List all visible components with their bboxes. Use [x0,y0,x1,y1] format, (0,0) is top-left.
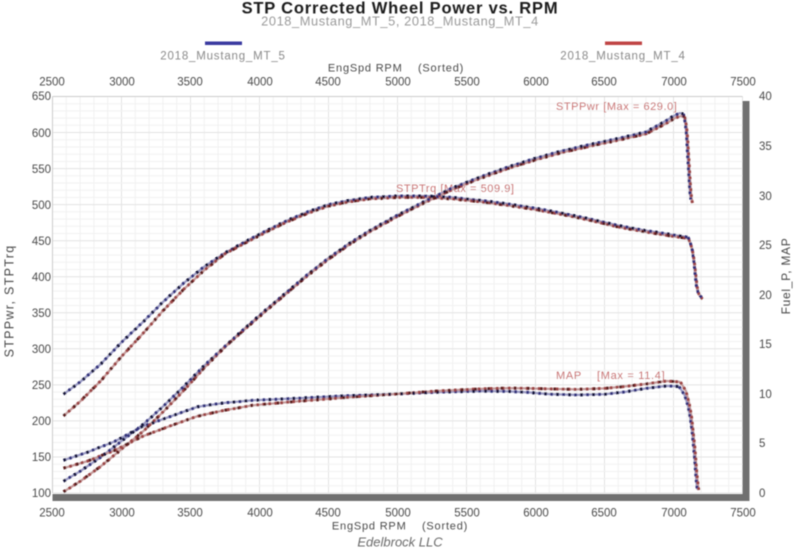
svg-text:500: 500 [32,200,51,212]
svg-text:4000: 4000 [247,77,273,89]
svg-text:4500: 4500 [315,508,341,520]
svg-text:400: 400 [32,272,51,284]
svg-text:4500: 4500 [315,77,341,89]
svg-text:Edelbrock LLC: Edelbrock LLC [357,535,443,550]
svg-text:300: 300 [32,344,51,356]
svg-text:6000: 6000 [523,77,549,89]
svg-text:30: 30 [759,191,772,203]
svg-text:450: 450 [32,236,51,248]
svg-text:250: 250 [32,380,51,392]
svg-text:STP Corrected Wheel Power vs.: STP Corrected Wheel Power vs. RPM [242,0,559,18]
svg-text:100: 100 [32,488,51,500]
svg-text:7000: 7000 [661,508,687,520]
svg-text:40: 40 [759,91,772,103]
svg-text:5500: 5500 [454,508,480,520]
svg-text:2500: 2500 [39,508,65,520]
svg-text:550: 550 [32,164,51,176]
svg-text:3500: 3500 [177,77,203,89]
svg-text:3000: 3000 [109,77,135,89]
svg-text:EngSpd RPM (Sorted): EngSpd RPM (Sorted) [332,521,468,533]
svg-text:2500: 2500 [39,77,65,89]
svg-text:STPPwr, STPTrq: STPPwr, STPTrq [3,245,17,358]
svg-text:650: 650 [32,91,51,103]
svg-text:4000: 4000 [247,508,273,520]
svg-text:3000: 3000 [109,508,135,520]
svg-text:Fuel_P, MAP: Fuel_P, MAP [779,238,793,315]
svg-text:20: 20 [759,290,772,302]
svg-text:STPPwr [Max = 629.0]: STPPwr [Max = 629.0] [556,101,677,113]
svg-text:25: 25 [759,240,772,252]
svg-text:6500: 6500 [591,508,617,520]
svg-text:150: 150 [32,452,51,464]
svg-text:2018_Mustang_MT_5, 2018_Mustan: 2018_Mustang_MT_5, 2018_Mustang_MT_4 [261,14,539,29]
svg-text:350: 350 [32,308,51,320]
svg-text:6000: 6000 [523,508,549,520]
svg-text:35: 35 [759,141,772,153]
svg-text:3500: 3500 [177,508,203,520]
svg-text:7500: 7500 [730,77,756,89]
svg-text:5500: 5500 [454,77,480,89]
svg-text:6500: 6500 [591,77,617,89]
svg-text:2018_Mustang_MT_4: 2018_Mustang_MT_4 [560,51,685,63]
svg-text:7000: 7000 [661,77,687,89]
svg-text:5000: 5000 [385,77,411,89]
svg-text:7500: 7500 [730,508,756,520]
svg-text:5000: 5000 [385,508,411,520]
svg-text:15: 15 [759,339,772,351]
svg-text:600: 600 [32,128,51,140]
svg-text:MAP [Max = 11.4]: MAP [Max = 11.4] [556,370,665,382]
svg-text:2018_Mustang_MT_5: 2018_Mustang_MT_5 [160,51,285,63]
svg-text:EngSpd RPM (Sorted): EngSpd RPM (Sorted) [328,63,464,75]
svg-text:0: 0 [759,488,765,500]
svg-text:10: 10 [759,389,772,401]
svg-text:200: 200 [32,416,51,428]
svg-text:5: 5 [759,438,765,450]
